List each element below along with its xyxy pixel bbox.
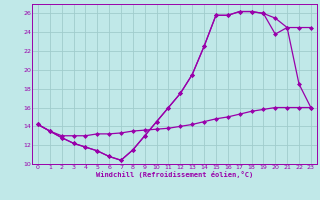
X-axis label: Windchill (Refroidissement éolien,°C): Windchill (Refroidissement éolien,°C) — [96, 171, 253, 178]
